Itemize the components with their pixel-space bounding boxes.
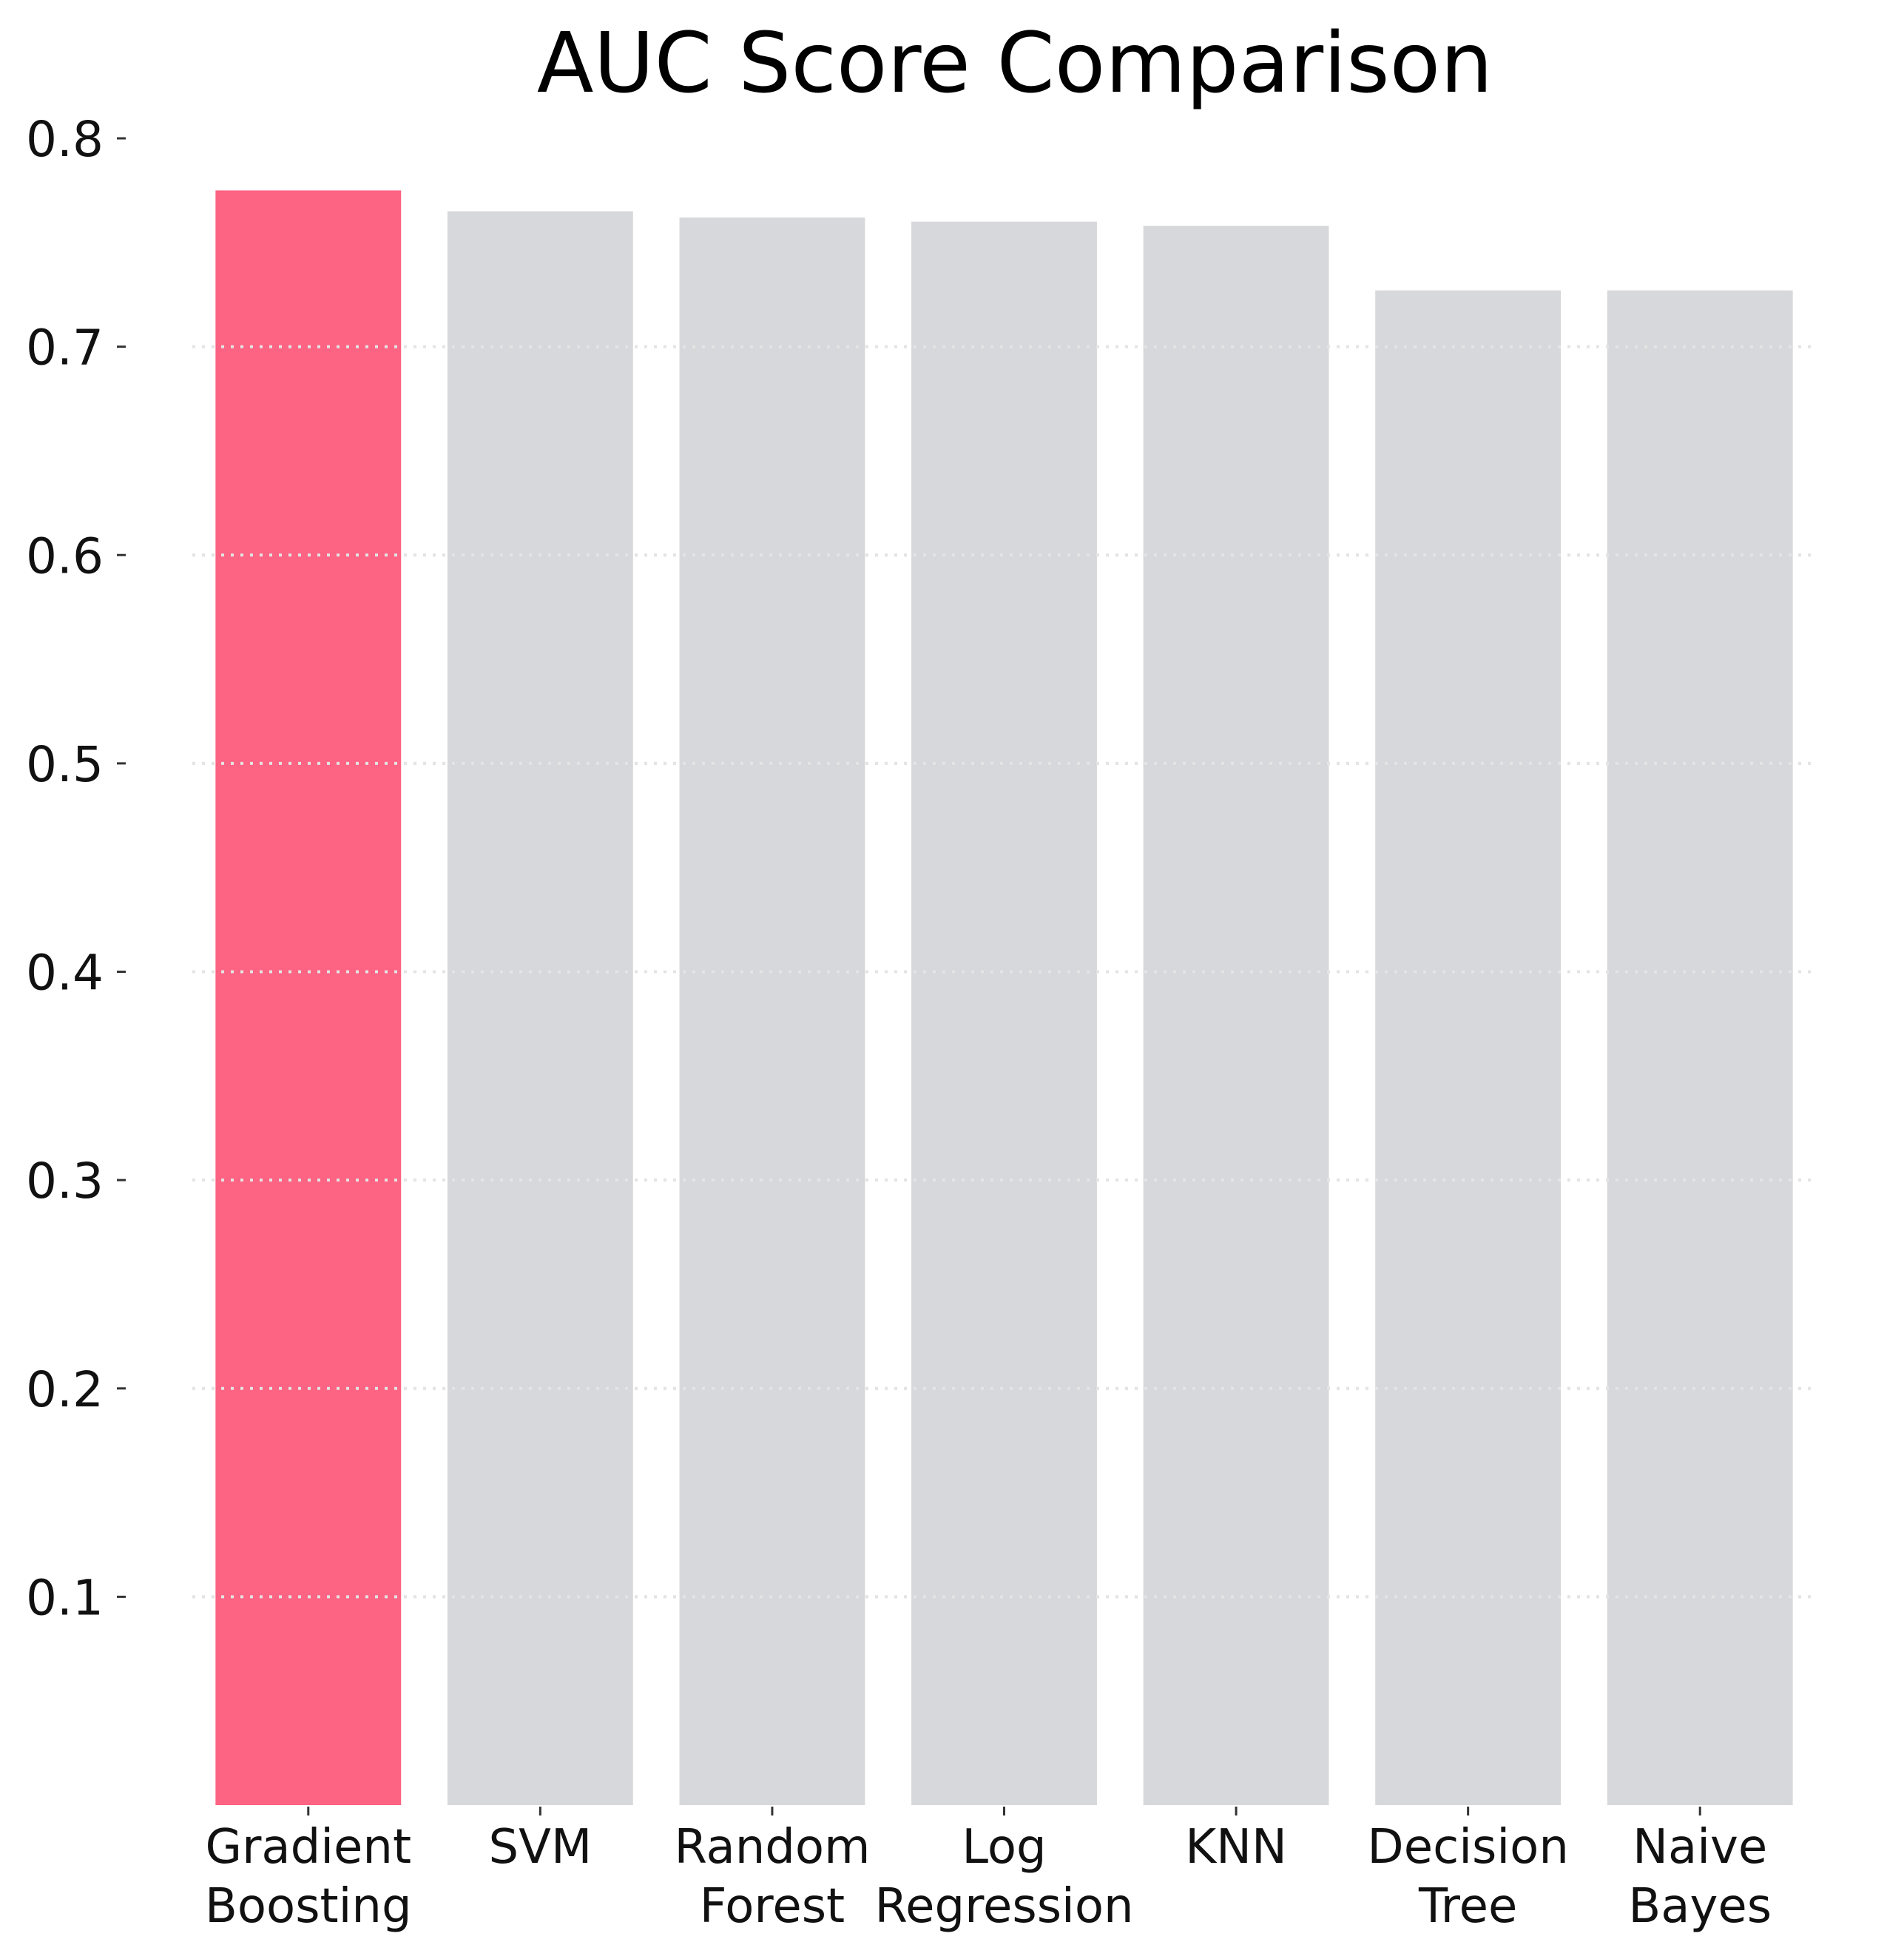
x-tick-label: Log Regression	[874, 1820, 1133, 1934]
bars	[192, 190, 1816, 1806]
x-tick-label: Naive Bayes	[1628, 1820, 1772, 1934]
y-tick-label: 0.8	[26, 111, 104, 168]
y-tick-label: 0.7	[26, 320, 104, 377]
y-tick-label: 0.5	[26, 736, 104, 793]
bar-random-forest	[679, 218, 865, 1805]
x-tick-label: Decision Tree	[1367, 1820, 1568, 1934]
chart-title: AUC Score Comparison	[537, 16, 1493, 112]
y-tick-label: 0.2	[26, 1361, 104, 1418]
bar-log-regression	[911, 221, 1097, 1806]
x-tick-label: SVM	[489, 1820, 593, 1875]
bar-naive-bayes	[1607, 290, 1793, 1806]
bar-knn	[1143, 226, 1329, 1806]
bar-svm	[447, 211, 633, 1805]
y-tick-label: 0.3	[26, 1153, 104, 1210]
bar-gradient-boosting	[215, 190, 402, 1805]
y-tick-label: 0.4	[26, 945, 104, 1002]
x-tick-label: Random Forest	[674, 1820, 870, 1934]
x-tick-label: Gradient Boosting	[205, 1820, 412, 1934]
x-tick-label: KNN	[1185, 1820, 1287, 1875]
y-tick-label: 0.1	[26, 1569, 104, 1626]
y-tick-label: 0.6	[26, 527, 104, 584]
bar-decision-tree	[1375, 290, 1562, 1806]
y-axis: 0.1 0.2 0.3 0.4 0.5 0.6 0.7 0.8	[26, 111, 126, 1626]
